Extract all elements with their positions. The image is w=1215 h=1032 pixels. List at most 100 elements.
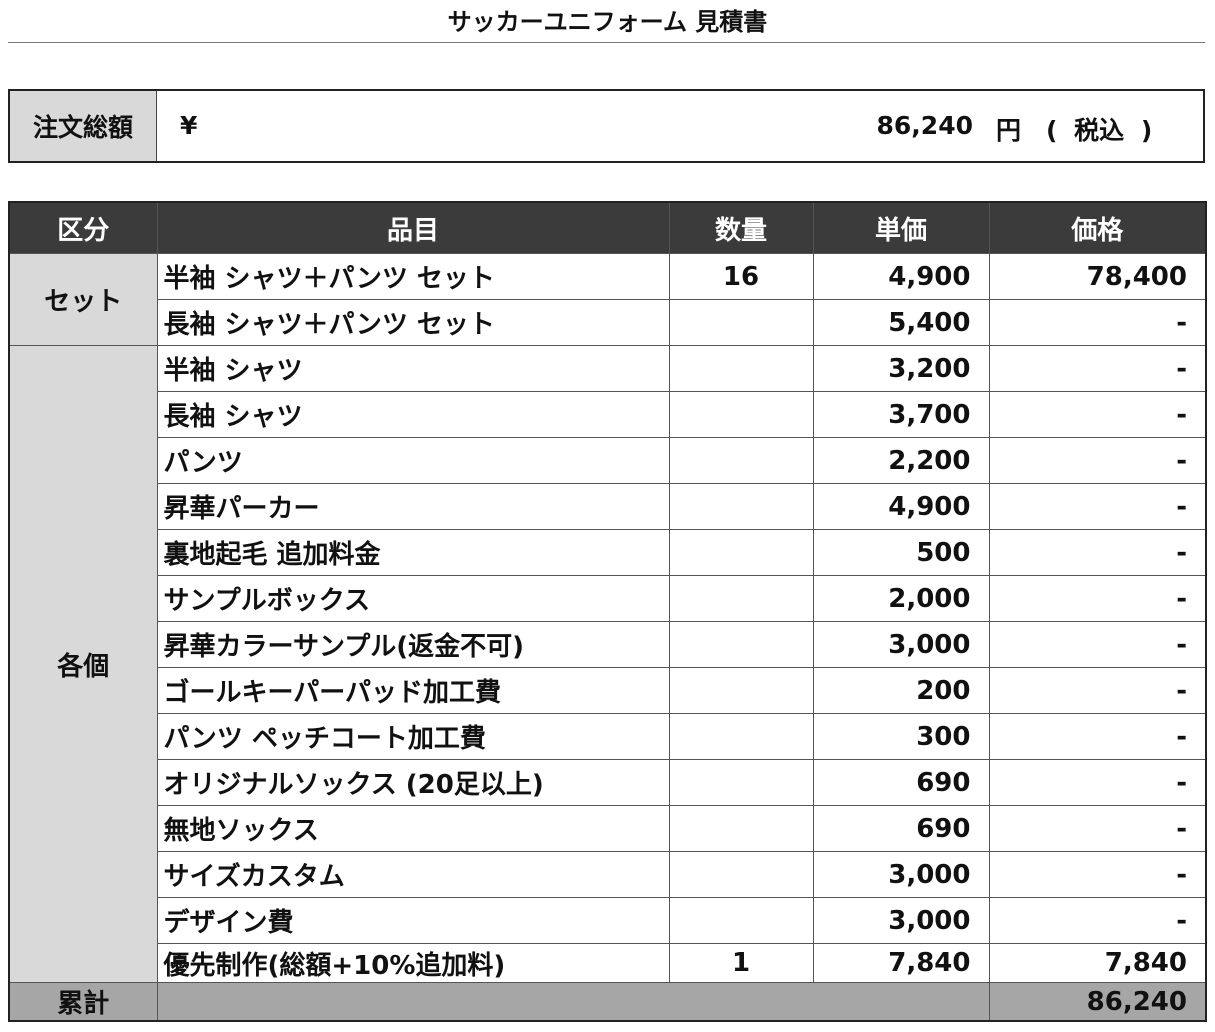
unit-price: 3,000: [812, 851, 990, 898]
unit-price: 3,000: [812, 621, 990, 668]
item-name: 昇華カラーサンプル(返金不可): [156, 621, 670, 668]
item-name: サンプルボックス: [156, 575, 670, 622]
row: サンプルボックス 2,000-: [9, 575, 1207, 622]
item-name: ゴールキーパーパッド加工費: [156, 667, 670, 714]
item-name: 昇華パーカー: [156, 483, 670, 530]
column-header: 数量: [668, 201, 814, 254]
quantity: [668, 667, 814, 714]
group-label: 各個: [8, 345, 158, 983]
price: -: [988, 299, 1207, 346]
quantity: [668, 805, 814, 852]
currency: ¥: [180, 111, 198, 140]
price: -: [988, 897, 1207, 944]
row: ゴールキーパーパッド加工費 200-: [9, 667, 1207, 714]
row: デザイン費 3,000-: [9, 897, 1207, 944]
price: -: [988, 759, 1207, 806]
price: -: [988, 621, 1207, 668]
price: -: [988, 345, 1207, 392]
column-header: 単価: [812, 201, 990, 254]
quantity: [668, 391, 814, 438]
price: -: [988, 483, 1207, 530]
quantity: [668, 759, 814, 806]
quantity: 1: [668, 943, 814, 983]
item-name: 長袖 シャツ＋パンツ セット: [156, 299, 670, 346]
price: -: [988, 713, 1207, 760]
item-name: オリジナルソックス (20足以上): [156, 759, 670, 806]
tax-note: ( 税込 ): [1046, 116, 1153, 145]
price: -: [988, 529, 1207, 576]
summary-label: 注文総額: [10, 91, 157, 161]
unit-price: 300: [812, 713, 990, 760]
unit-price: 4,900: [812, 483, 990, 530]
item-name: 長袖 シャツ: [156, 391, 670, 438]
item-name: 裏地起毛 追加料金: [156, 529, 670, 576]
row: パンツ 2,200-: [9, 437, 1207, 484]
price: 7,840: [988, 943, 1207, 983]
column-header: 区分: [8, 201, 158, 254]
row: 長袖 シャツ＋パンツ セット 5,400-: [9, 299, 1207, 346]
unit-price: 7,840: [812, 943, 990, 983]
item-name: 優先制作(総額+10%追加料): [156, 943, 670, 983]
price: -: [988, 805, 1207, 852]
quantity: [668, 713, 814, 760]
unit-price: 3,200: [812, 345, 990, 392]
title: サッカーユニフォーム 見積書: [447, 8, 768, 36]
amount: 86,240: [876, 111, 973, 140]
row: 無地ソックス 690-: [9, 805, 1207, 852]
quantity: [668, 851, 814, 898]
total-label: 累計: [8, 982, 158, 1022]
price: -: [988, 575, 1207, 622]
row: 長袖 シャツ 3,700-: [9, 391, 1207, 438]
row: 昇華パーカー 4,900-: [9, 483, 1207, 530]
quantity: [668, 483, 814, 530]
item-name: 半袖 シャツ: [156, 345, 670, 392]
quantity: [668, 437, 814, 484]
item-name: サイズカスタム: [156, 851, 670, 898]
price: -: [988, 667, 1207, 714]
row: 各個 半袖 シャツ 3,200-: [8, 345, 1207, 983]
unit-price: 690: [812, 805, 990, 852]
item-name: パンツ ペッチコート加工費: [156, 713, 670, 760]
item-name: デザイン費: [156, 897, 670, 944]
quantity: [668, 897, 814, 944]
row: 優先制作(総額+10%追加料) 1 7,840 7,840: [9, 943, 1207, 983]
row: サイズカスタム 3,000-: [9, 851, 1207, 898]
unit-price: 3,000: [812, 897, 990, 944]
item-name: パンツ: [156, 437, 670, 484]
row: 裏地起毛 追加料金 500-: [9, 529, 1207, 576]
price: 78,400: [988, 253, 1207, 300]
header-row: 区分 品目 数量 単価 価格: [8, 201, 1207, 254]
summary: 注文総額 ¥ 86,240 円 ( 税込 ): [8, 89, 1205, 163]
price: -: [988, 391, 1207, 438]
quantity: [668, 345, 814, 392]
group-label: セット: [8, 253, 158, 346]
price: -: [988, 437, 1207, 484]
estimate-table: 区分 品目 数量 単価 価格 セット 半袖 シャツ＋パンツ セット 16 4,900 78,400…: [8, 201, 1207, 1022]
total-row: 累計 86,240: [8, 982, 1207, 1022]
unit-price: 2,200: [812, 437, 990, 484]
quantity: [668, 529, 814, 576]
row: オリジナルソックス (20足以上) 690-: [9, 759, 1207, 806]
row: 昇華カラーサンプル(返金不可) 3,000-: [9, 621, 1207, 668]
unit-price: 690: [812, 759, 990, 806]
total-spacer: [156, 982, 990, 1022]
total-value: 86,240: [988, 982, 1207, 1022]
quantity: 16: [668, 253, 814, 300]
unit-price: 4,900: [812, 253, 990, 300]
unit-price: 3,700: [812, 391, 990, 438]
row: パンツ ペッチコート加工費 300-: [9, 713, 1207, 760]
quantity: [668, 299, 814, 346]
item-name: 無地ソックス: [156, 805, 670, 852]
item-name: 半袖 シャツ＋パンツ セット: [156, 253, 670, 300]
unit-price: 200: [812, 667, 990, 714]
unit: 円: [996, 116, 1022, 145]
unit-price: 5,400: [812, 299, 990, 346]
divider: [8, 42, 1205, 43]
price: -: [988, 851, 1207, 898]
column-header: 品目: [156, 201, 670, 254]
unit-price: 500: [812, 529, 990, 576]
quantity: [668, 575, 814, 622]
row: セット 半袖 シャツ＋パンツ セット 16 4,900 78,400: [8, 253, 1207, 346]
unit-price: 2,000: [812, 575, 990, 622]
